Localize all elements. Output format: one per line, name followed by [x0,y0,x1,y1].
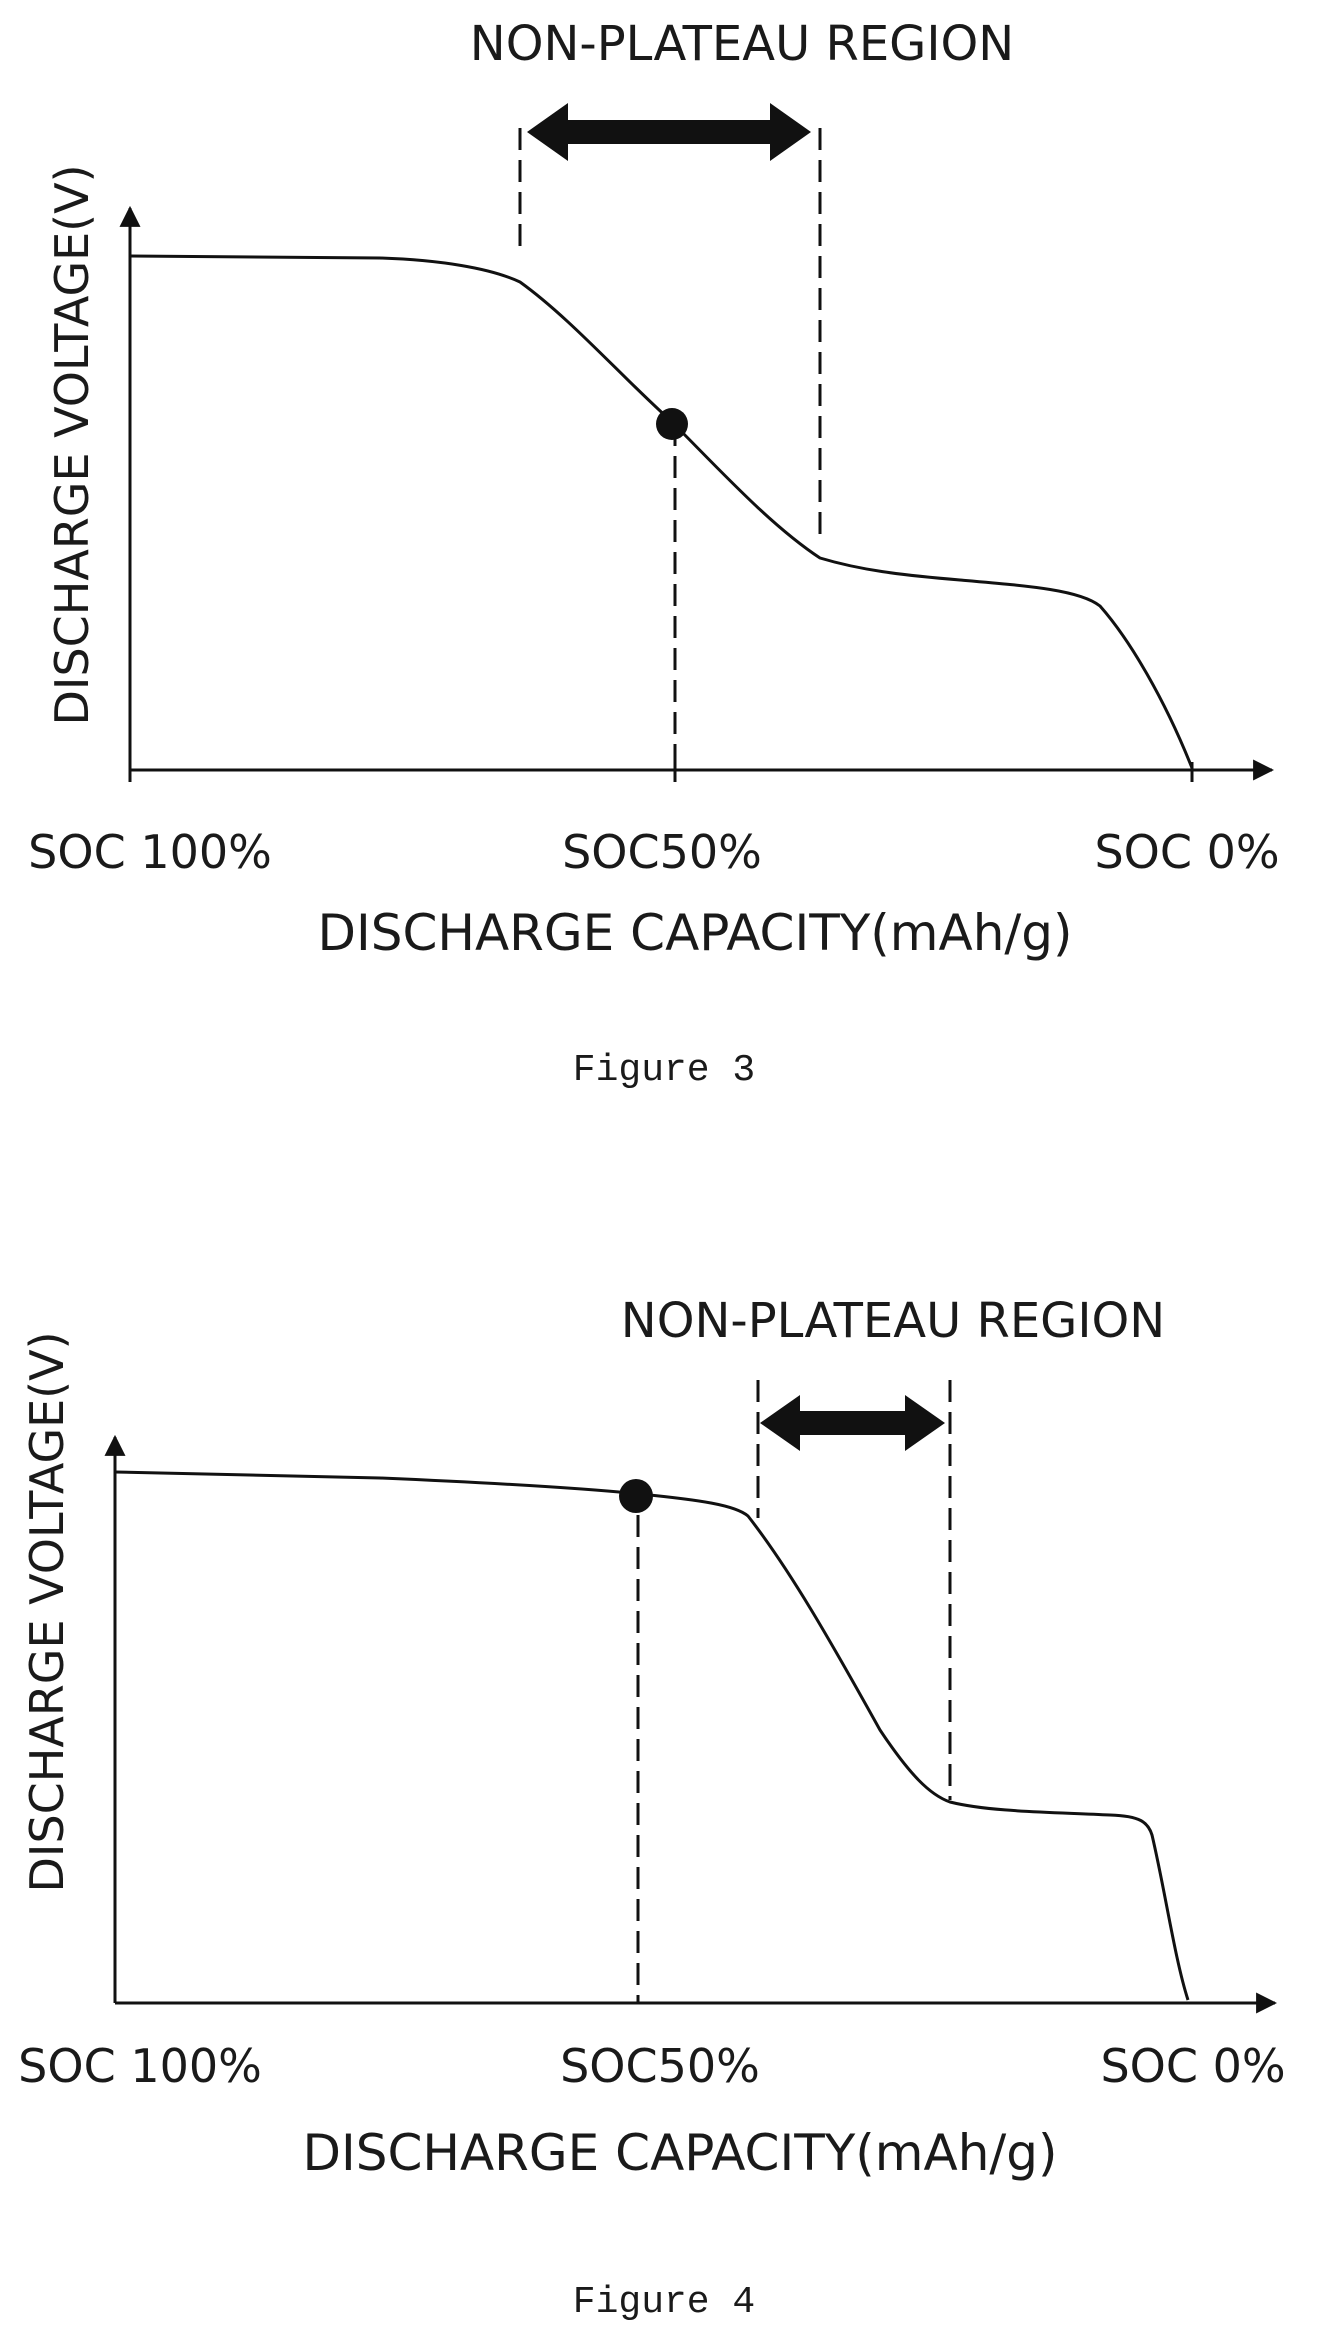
x-axis-label: DISCHARGE CAPACITY(mAh/g) [317,904,1072,962]
region-arrow [527,103,811,161]
discharge-curve [114,1470,1190,2001]
figure-caption: Figure 4 [573,2281,755,2324]
figure-4: NON-PLATEAU REGION DISCHARGE VOLTAGE(V) … [18,1293,1285,2324]
discharge-curve [129,254,1194,769]
x-tick-label-soc0: SOC 0% [1100,2039,1285,2093]
soc50-marker [656,408,688,440]
x-tick-label-soc100: SOC 100% [18,2039,262,2093]
region-label: NON-PLATEAU REGION [621,1293,1165,1349]
y-axis-label: DISCHARGE VOLTAGE(V) [45,164,99,725]
x-tick-label-soc100: SOC 100% [28,825,272,879]
x-tick-label-soc0: SOC 0% [1094,825,1279,879]
x-tick-label-soc50: SOC50% [560,2039,760,2093]
region-label: NON-PLATEAU REGION [470,16,1014,72]
x-axis-label: DISCHARGE CAPACITY(mAh/g) [302,2124,1057,2182]
region-arrow [760,1395,945,1451]
soc50-marker [619,1479,653,1513]
figure-caption: Figure 3 [573,1049,755,1092]
figure-3: NON-PLATEAU REGION DISCHARGE VOLTAGE(V) … [28,16,1279,1092]
y-axis-label: DISCHARGE VOLTAGE(V) [20,1331,74,1892]
x-tick-label-soc50: SOC50% [562,825,762,879]
